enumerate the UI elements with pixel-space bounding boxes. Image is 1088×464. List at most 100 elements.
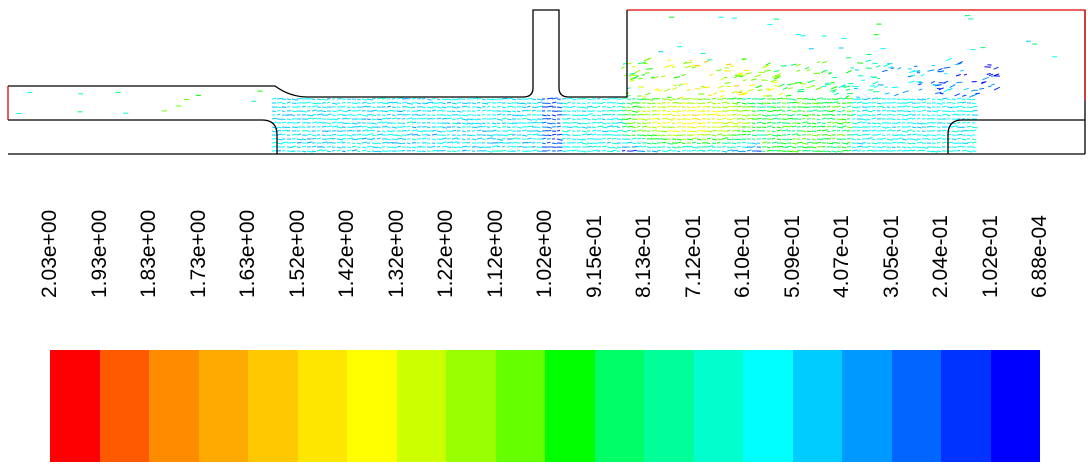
velocity-vector [371, 150, 378, 153]
velocity-vector [581, 106, 588, 109]
channel-outline [8, 9, 1086, 155]
velocity-vector [956, 149, 961, 152]
velocity-vector [311, 117, 317, 120]
velocity-vector [646, 146, 652, 149]
velocity-vector [406, 142, 411, 145]
velocity-vector [811, 134, 818, 137]
velocity-vector [431, 145, 436, 148]
velocity-vector [747, 88, 754, 92]
velocity-vector [791, 150, 798, 153]
velocity-vector [351, 122, 358, 125]
velocity-vector [731, 129, 738, 132]
velocity-vector [888, 66, 894, 69]
velocity-vector [531, 149, 537, 152]
velocity-vector [725, 63, 732, 66]
velocity-vector [741, 114, 748, 117]
velocity-vector [411, 121, 417, 124]
velocity-vector [896, 118, 901, 121]
velocity-vector [916, 122, 923, 125]
velocity-vector [791, 98, 797, 101]
velocity-vector [826, 142, 834, 145]
velocity-vector [806, 69, 811, 72]
velocity-vector [966, 110, 973, 113]
velocity-vector [276, 113, 281, 116]
velocity-vector [556, 125, 561, 128]
velocity-vector [946, 110, 952, 113]
velocity-vector [406, 113, 411, 116]
velocity-vector [651, 142, 657, 145]
velocity-vector [341, 105, 346, 108]
velocity-vector [881, 126, 888, 129]
velocity-vector [461, 122, 468, 125]
velocity-vector [506, 97, 513, 100]
velocity-vector [861, 109, 868, 112]
velocity-vector [673, 84, 678, 87]
velocity-vector [776, 113, 782, 116]
velocity-vector [796, 141, 803, 144]
velocity-vector [591, 106, 598, 109]
velocity-vector [856, 101, 863, 104]
velocity-vector [661, 138, 668, 140]
velocity-vector [816, 125, 823, 128]
velocity-vector [891, 130, 896, 132]
velocity-vector [806, 134, 812, 136]
velocity-vector [361, 137, 367, 140]
colorbar-tick-label: 1.32e+00 [384, 209, 408, 298]
velocity-vector [561, 137, 566, 140]
velocity-vector [531, 121, 538, 124]
velocity-vector [676, 141, 682, 144]
velocity-vector [436, 130, 443, 133]
velocity-vector [476, 98, 482, 100]
velocity-vector [721, 137, 728, 140]
velocity-vector [611, 113, 616, 116]
velocity-vector [411, 149, 416, 152]
velocity-vector [296, 138, 303, 141]
velocity-vector [896, 141, 903, 144]
velocity-vector [960, 69, 964, 72]
velocity-vector [506, 110, 512, 113]
velocity-vector [971, 102, 977, 105]
velocity-vector [271, 97, 277, 100]
velocity-vector [741, 146, 748, 149]
velocity-vector [551, 122, 556, 125]
velocity-vector [911, 98, 916, 101]
velocity-vector [391, 106, 396, 108]
velocity-vector [671, 126, 676, 129]
velocity-vector [581, 138, 587, 141]
velocity-vector [386, 126, 391, 129]
velocity-vector [666, 126, 673, 129]
velocity-vector [826, 130, 831, 133]
velocity-vector [801, 106, 808, 108]
velocity-vector [691, 109, 696, 112]
colorbar-tick-label: 1.52e+00 [285, 209, 309, 298]
velocity-vector [581, 97, 587, 100]
velocity-vector [726, 138, 732, 141]
velocity-vector [881, 69, 888, 73]
colorbar [50, 350, 1040, 462]
velocity-vector [396, 137, 402, 140]
velocity-vector [936, 150, 942, 152]
velocity-vector [606, 150, 614, 153]
velocity-vector [795, 63, 802, 67]
velocity-vector [756, 126, 761, 128]
velocity-vector [406, 106, 413, 109]
velocity-vector [741, 150, 746, 153]
velocity-vector [526, 133, 532, 136]
velocity-vector [916, 138, 921, 140]
velocity-vector [316, 121, 323, 124]
colorbar-tick-label: 3.05e-01 [879, 215, 903, 298]
velocity-vector [724, 82, 731, 84]
velocity-vector [891, 122, 898, 125]
velocity-vector [846, 70, 852, 74]
velocity-vector [431, 97, 436, 100]
velocity-vector [381, 117, 388, 120]
velocity-vector [326, 150, 331, 153]
velocity-vector [831, 101, 838, 104]
velocity-vector [661, 130, 667, 133]
velocity-vector [681, 145, 688, 148]
velocity-vector [871, 105, 876, 108]
velocity-vector [686, 118, 692, 121]
velocity-vector [326, 122, 331, 125]
velocity-vector [971, 146, 976, 149]
velocity-vector [726, 109, 733, 112]
